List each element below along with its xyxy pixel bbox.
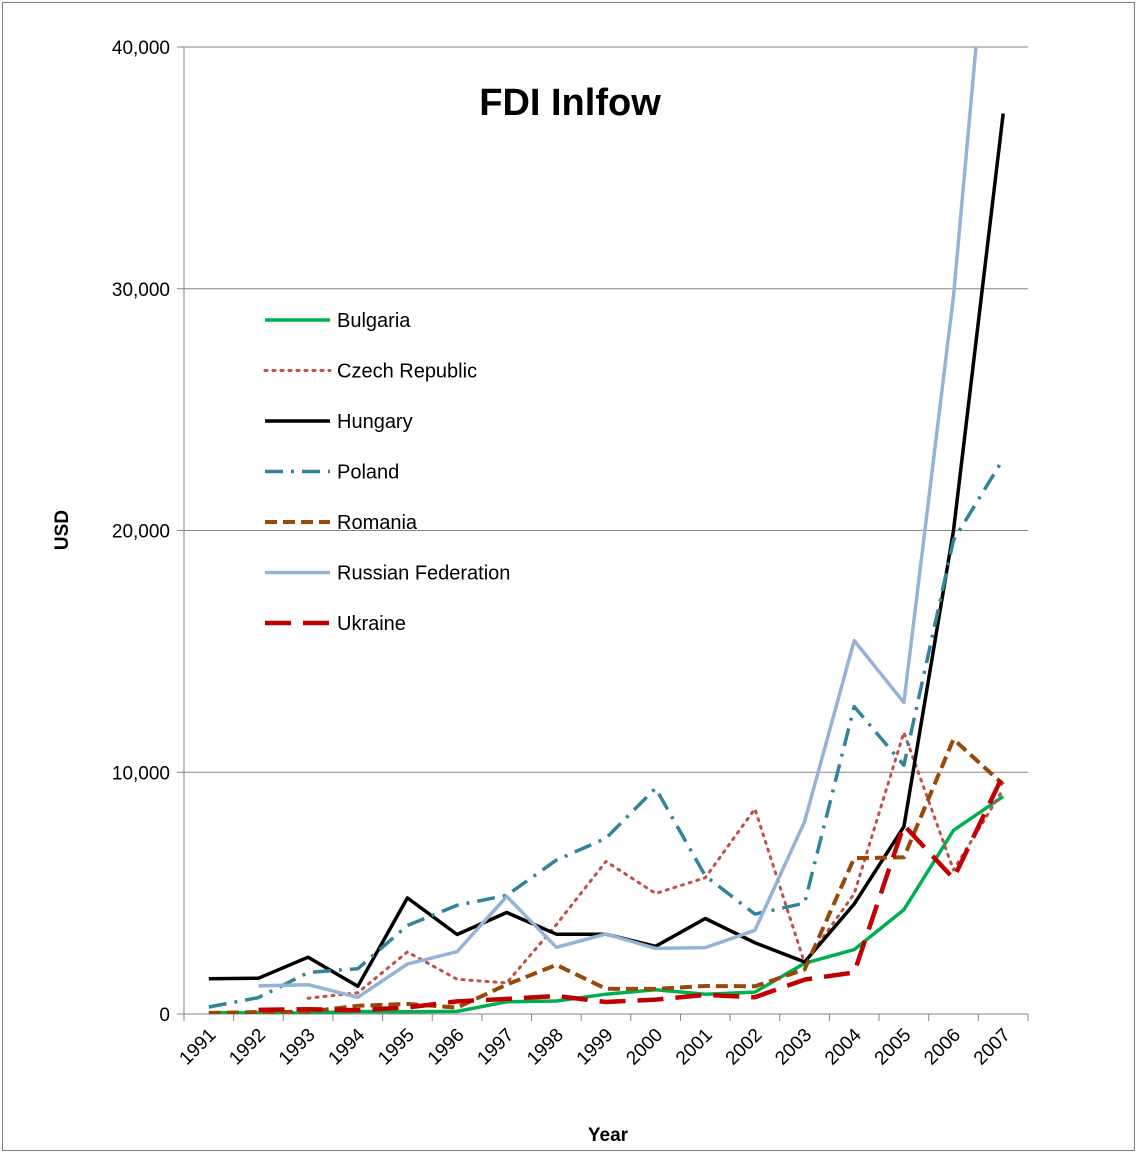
x-tick-label: 1997 [473, 1025, 518, 1070]
gridlines [184, 46, 1028, 773]
y-axis-title: USD [52, 510, 73, 550]
x-tick-label: 2006 [920, 1025, 965, 1070]
x-tick-label: 1993 [275, 1025, 320, 1070]
x-tick-label: 2003 [771, 1025, 816, 1070]
legend-label: Bulgaria [337, 310, 411, 332]
y-tick-label: 0 [159, 1005, 170, 1026]
legend: Bulgaria Czech Republic Hungary Poland Roman… [263, 310, 510, 635]
series-line-russian-federation [258, 47, 978, 1000]
x-axis-ticks: 1991 1992 1993 1994 1995 1996 1997 1998 1999 2000… [176, 1014, 1029, 1070]
series-lines [208, 47, 1006, 1014]
y-tick-label: 20,000 [112, 522, 170, 543]
x-tick-label: 2002 [722, 1025, 767, 1070]
legend-label: Romania [337, 512, 418, 534]
chart-title: FDI Inlfow [479, 82, 661, 124]
y-tick-label: 40,000 [112, 38, 170, 59]
series-line-hungary [208, 113, 1005, 989]
legend-label: Ukraine [337, 613, 406, 635]
y-axis-ticks: 0 10,000 20,000 30,000 40,000 [112, 38, 184, 1026]
series-line-ukraine [258, 773, 1006, 1013]
y-tick-label: 10,000 [112, 763, 170, 784]
legend-label: Russian Federation [337, 563, 510, 585]
x-tick-label: 2007 [970, 1025, 1015, 1070]
x-tick-label: 2000 [622, 1025, 667, 1070]
series-line-bulgaria [208, 794, 1005, 1014]
x-tick-label: 1991 [176, 1025, 221, 1070]
x-axis-title: Year [588, 1125, 629, 1146]
legend-label: Poland [337, 462, 399, 484]
y-tick-label: 30,000 [112, 280, 170, 301]
x-tick-label: 2001 [672, 1025, 717, 1070]
x-tick-label: 1998 [523, 1025, 568, 1070]
x-tick-label: 2004 [821, 1024, 866, 1069]
legend-label: Hungary [337, 411, 413, 433]
x-tick-label: 1992 [225, 1025, 270, 1070]
x-tick-label: 2005 [871, 1025, 916, 1070]
x-tick-label: 1999 [573, 1025, 618, 1070]
legend-label: Czech Republic [337, 361, 477, 383]
x-tick-label: 1994 [325, 1024, 370, 1069]
x-tick-label: 1995 [374, 1025, 419, 1070]
series-line-poland [208, 458, 1005, 1009]
x-tick-label: 1996 [424, 1025, 469, 1070]
